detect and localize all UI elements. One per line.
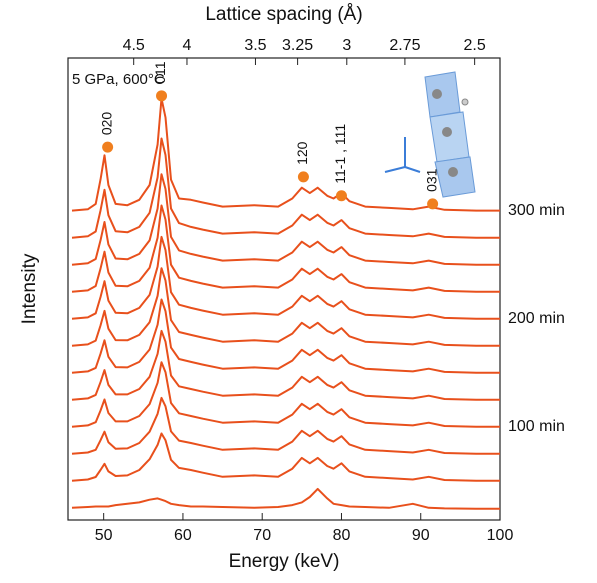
condition-note: 5 GPa, 600°C	[72, 71, 165, 88]
series-label: 200 min	[508, 310, 565, 327]
y-axis-title: Intensity	[19, 253, 40, 324]
series-label: 300 min	[508, 202, 565, 219]
x-tick-label: 80	[333, 527, 351, 544]
x-tick-label: 100	[487, 527, 514, 544]
peak-marker	[297, 171, 309, 183]
inset-axis	[384, 166, 406, 173]
peak-label: 031	[423, 168, 439, 192]
peak-label: 120	[294, 141, 310, 165]
x2-tick-label: 4	[183, 37, 192, 54]
spectrum-line	[71, 361, 500, 428]
peak-marker	[156, 90, 168, 102]
inset-octahedron	[434, 156, 476, 198]
inset-axis	[404, 166, 421, 173]
x-tick-label: 90	[412, 527, 430, 544]
peak-marker	[102, 141, 114, 153]
x-axis-title: Energy (keV)	[229, 551, 340, 572]
x-tick-label: 70	[253, 527, 271, 544]
x2-tick-label: 3.5	[244, 37, 266, 54]
spectrum-line	[71, 298, 500, 374]
spectrum-line	[71, 97, 500, 212]
x-tick-label: 60	[174, 527, 192, 544]
x2-tick-label: 4.5	[123, 37, 145, 54]
spectrum-line	[71, 487, 500, 510]
spectrum-line	[71, 396, 500, 455]
spectrum-line	[71, 173, 500, 266]
top-axis-title: Lattice spacing (Å)	[205, 4, 362, 25]
peak-label: 020	[98, 112, 114, 136]
spectrum-line	[71, 432, 500, 482]
inset-atom	[442, 127, 452, 137]
peak-marker	[335, 190, 347, 202]
spectrum-line	[71, 329, 500, 401]
plot-frame	[67, 57, 501, 521]
inset-atom	[432, 89, 442, 99]
spectrum-line	[71, 137, 500, 239]
structure-inset	[384, 71, 476, 198]
peak-marker	[427, 198, 439, 210]
inset-atom	[461, 98, 469, 106]
peak-label: 11-1 , 111	[332, 124, 348, 184]
spectrum-line	[71, 267, 500, 347]
x2-tick-label: 2.5	[464, 37, 486, 54]
series-label: 100 min	[508, 418, 565, 435]
spectrum-line	[71, 204, 500, 293]
inset-octahedron	[429, 111, 470, 163]
x2-tick-label: 3.25	[282, 37, 313, 54]
x-tick-label: 50	[95, 527, 113, 544]
peak-label: 011	[152, 61, 168, 84]
x2-tick-label: 2.75	[389, 37, 420, 54]
x2-tick-label: 3	[342, 37, 351, 54]
inset-atom	[448, 167, 458, 177]
spectrum-line	[71, 235, 500, 320]
inset-octahedron	[424, 71, 461, 118]
